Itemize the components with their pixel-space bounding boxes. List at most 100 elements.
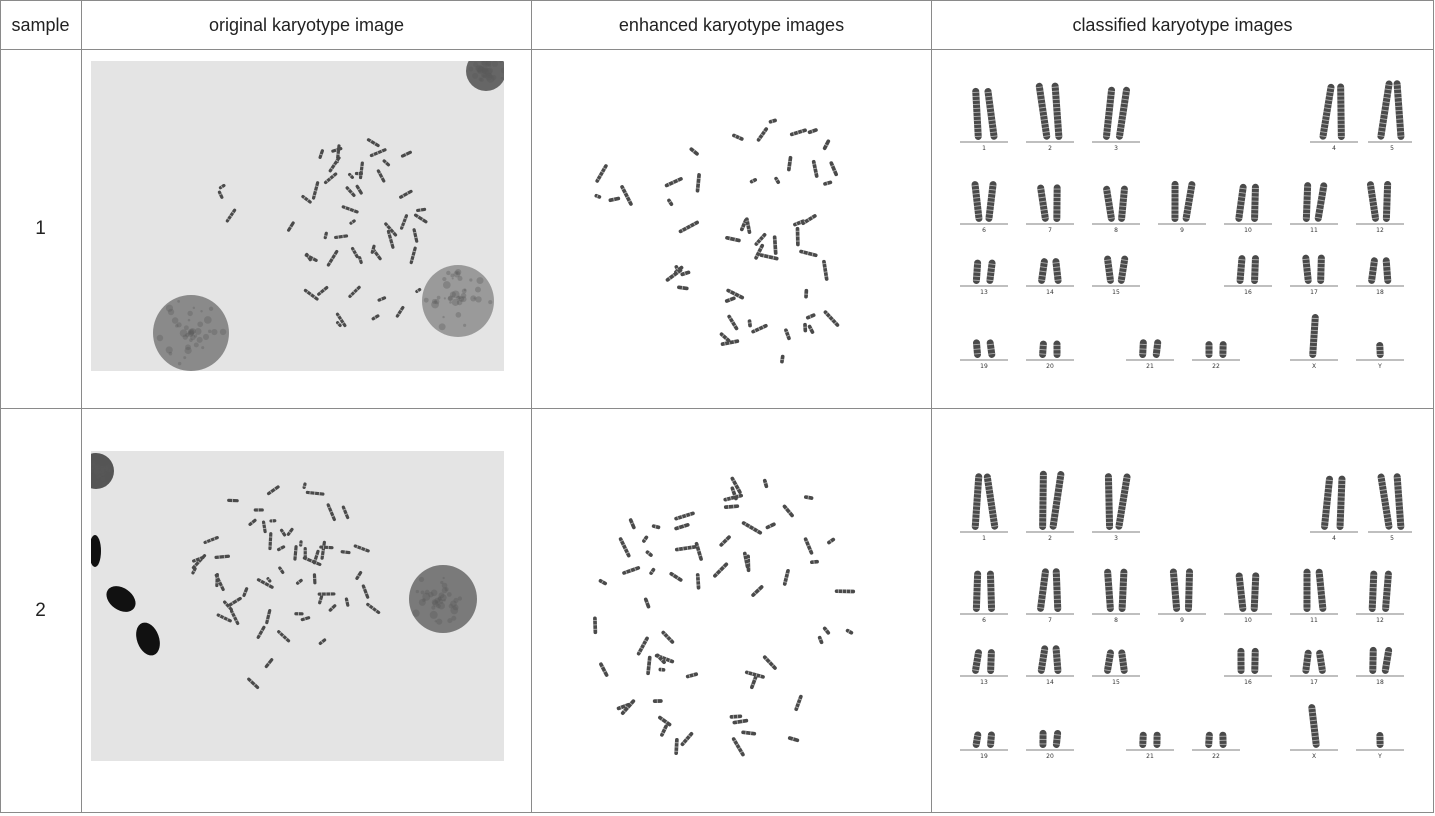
dark-blob [91,535,101,567]
chromosome [812,160,819,179]
original-karyotype-image [91,61,504,371]
chromosome [696,173,702,193]
chromosome [301,194,313,204]
chromosome [268,532,272,550]
chromosome [361,584,369,599]
chromosome [983,473,998,530]
chromosome [334,234,348,239]
chromosome [1219,341,1226,358]
chromosome [1118,569,1127,613]
chromosome-label: 19 [980,363,988,370]
chromosome [293,545,298,561]
chromosome [278,566,285,575]
chromosome [1381,646,1392,674]
chromosome [340,550,350,554]
chromosome [803,537,814,555]
chromosome [620,184,634,206]
chromosome-label: 12 [1376,227,1384,234]
chromosome [1171,181,1178,222]
chromosome [593,616,597,634]
chromosome [302,556,322,567]
chromosome [747,319,752,328]
chromosome [1315,568,1326,612]
chromosome [1377,473,1393,530]
chromosome [669,571,684,582]
chromosome [345,597,350,607]
chromosome [805,313,816,320]
chromosome [822,260,829,281]
chromosome [1116,86,1131,140]
chromosome [1393,473,1404,530]
chromosome [1219,732,1226,748]
chromosome [312,181,320,200]
chromosome-label: 18 [1376,679,1384,686]
chromosome-label: 13 [980,289,988,296]
chromosome [217,190,224,199]
chromosome [266,485,280,496]
chromosome [1251,572,1260,612]
chromosome [972,473,983,530]
chromosome [294,612,303,615]
chromosome [1235,183,1247,222]
chromosome [348,285,362,299]
chromosome [1037,184,1050,222]
chromosome [689,147,700,157]
chromosome [986,259,996,284]
chromosome-label: 1 [982,535,986,542]
chromosome [225,208,237,223]
chromosome [318,149,324,160]
chromosome [1037,568,1050,612]
chromosome [787,156,793,172]
chromosome [415,287,422,293]
chromosome-label: 11 [1310,617,1318,624]
chromosome [622,566,641,576]
chromosome [1235,572,1246,612]
chromosome [794,694,803,711]
chromosome [678,220,700,234]
chromosome [316,285,329,296]
chromosome-label: 3 [1114,145,1118,152]
chromosome [1382,257,1391,284]
enhanced-karyotype-image [560,60,900,380]
chromosome-label: 1 [982,145,986,152]
chromosome [1170,568,1181,612]
chromosome [1037,645,1048,674]
chromosome [822,139,831,151]
chromosome [369,148,387,158]
chromosome-label: 10 [1244,617,1252,624]
chromosome-label: 18 [1376,289,1384,296]
chromosome [1302,649,1312,674]
chromosome [598,662,609,678]
header-classified: classified karyotype images [932,0,1433,50]
chromosome [756,127,769,143]
chromosome-label: 3 [1114,535,1118,542]
chromosome [1377,80,1393,140]
chromosome [266,576,272,583]
chromosome [628,518,636,530]
chromosome [341,205,359,214]
chromosome [984,88,998,141]
chromosome [304,253,318,263]
chromosome [595,163,609,183]
chromosome-label: 22 [1212,363,1220,370]
chromosome [803,323,807,333]
chromosome [1382,570,1392,612]
chromosome [773,235,778,255]
chromosome [754,243,765,260]
chromosome [1316,649,1327,674]
chromosome-label: 2 [1048,145,1052,152]
chromosome-label: 4 [1332,145,1336,152]
chromosome [1139,732,1147,749]
chromosome [1314,182,1328,222]
chromosome [355,570,363,580]
chromosome [295,578,303,585]
chromosome [645,550,654,558]
chromosome [826,537,835,545]
chromosome [341,505,349,520]
chromosome [228,596,243,607]
chromosome-label: 12 [1376,617,1384,624]
chromosome-label: 5 [1390,535,1394,542]
chromosome [730,714,743,718]
chromosome [254,508,264,511]
chromosome [191,567,197,575]
